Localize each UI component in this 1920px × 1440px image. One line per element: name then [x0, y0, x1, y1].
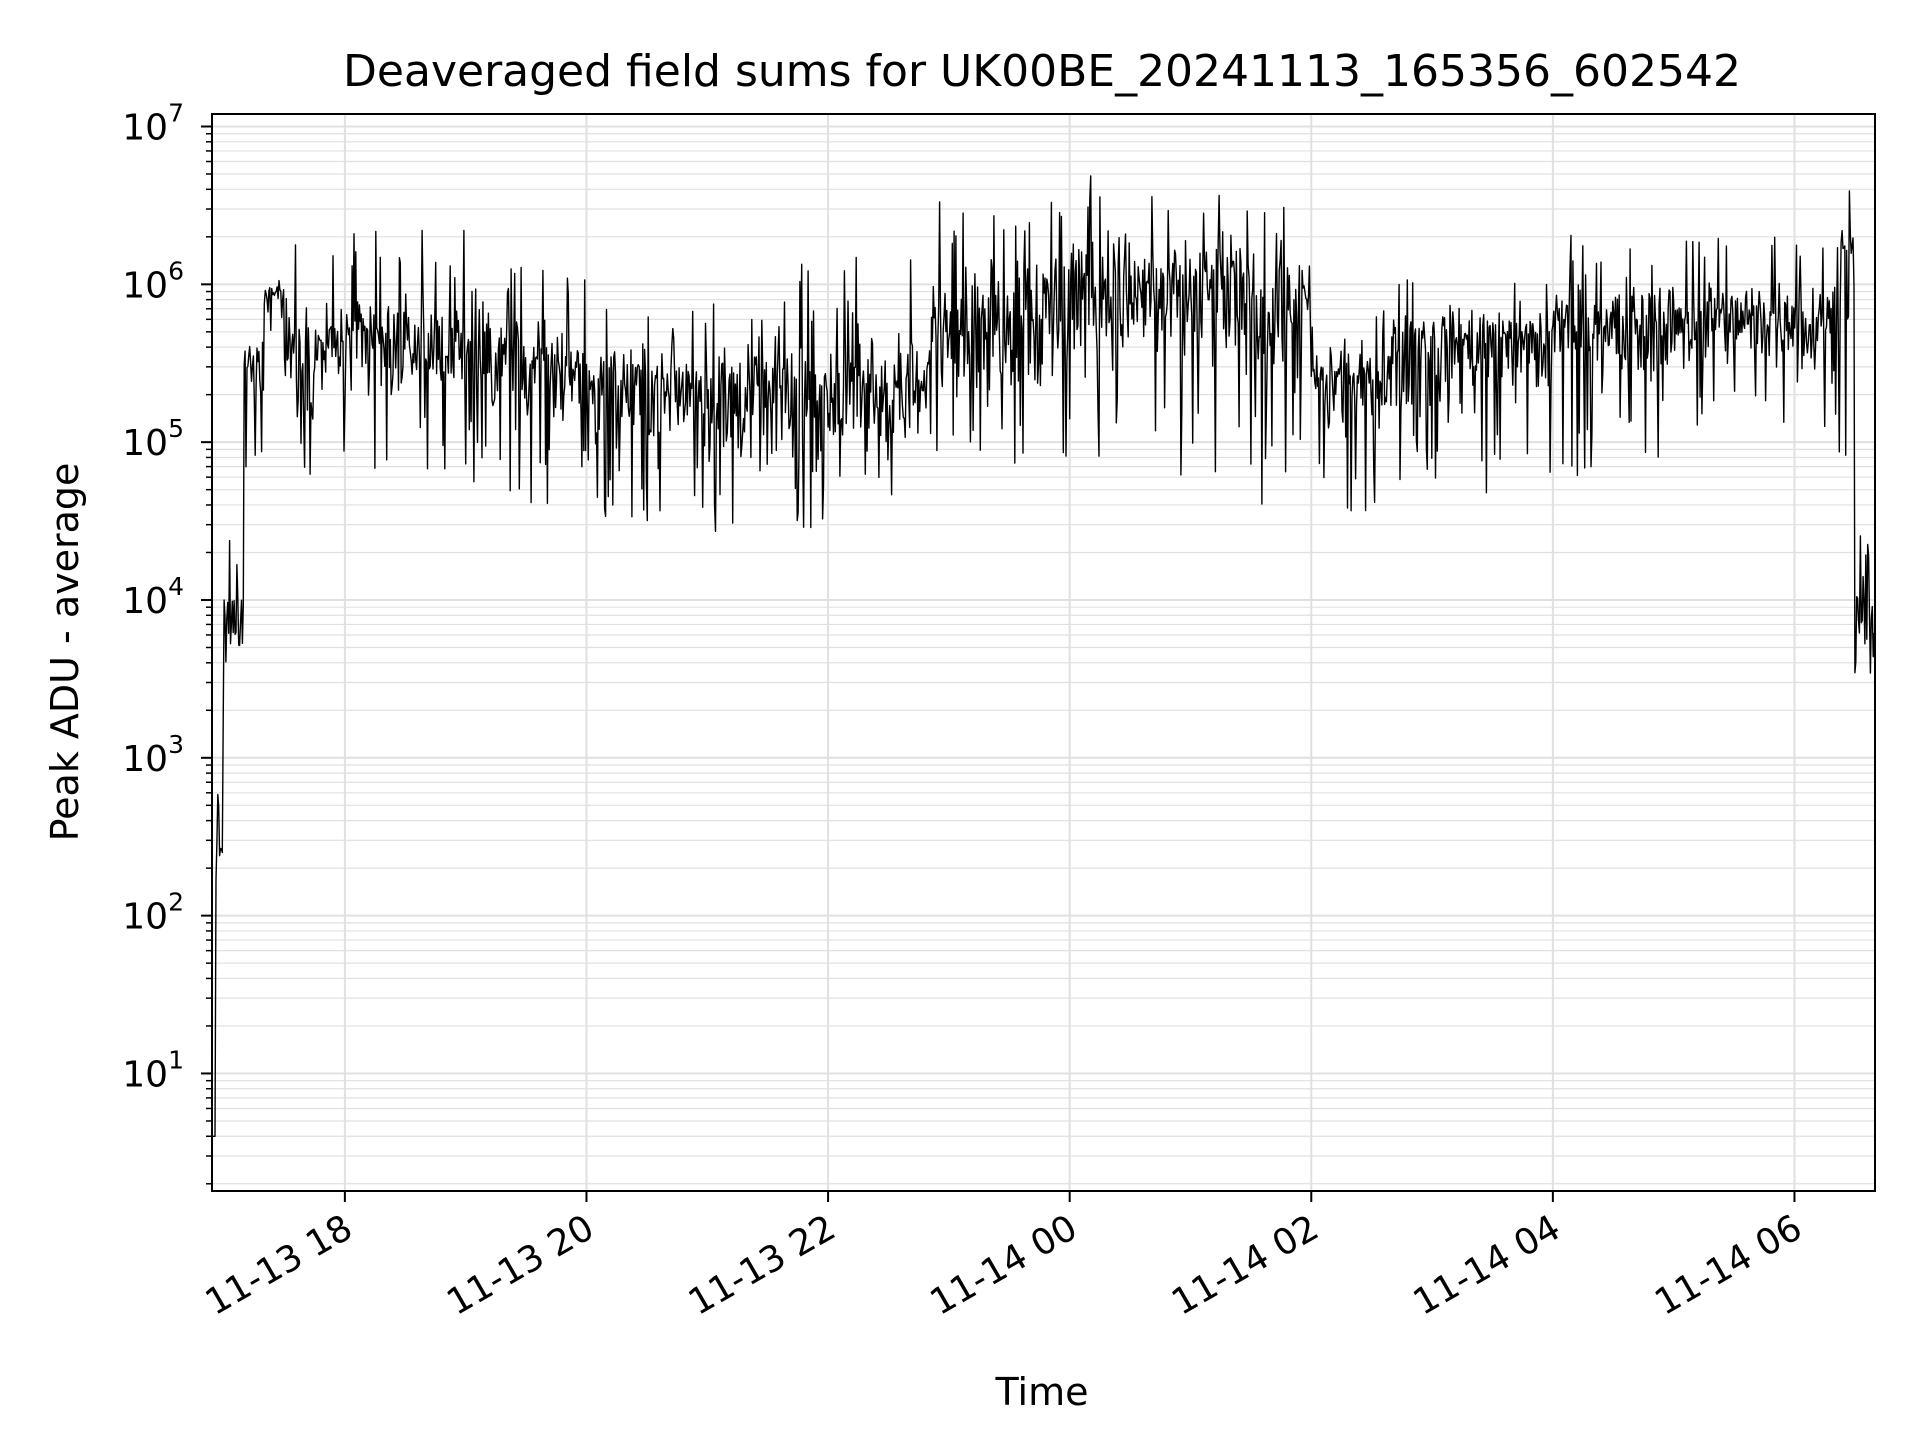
- y-tick-label: 103: [122, 730, 184, 780]
- y-tick-label: 104: [122, 572, 184, 622]
- x-tick-label: 11-14 04: [1407, 1207, 1568, 1323]
- series-layer: [212, 175, 1875, 1137]
- y-tick-label: 105: [122, 414, 184, 464]
- x-tick-label: 11-13 18: [199, 1207, 360, 1323]
- y-tick-label: 106: [122, 256, 184, 306]
- y-tick-label: 101: [122, 1045, 184, 1095]
- chart-title: Deaveraged field sums for UK00BE_2024111…: [343, 46, 1741, 97]
- y-axis-label: Peak ADU - average: [43, 463, 87, 842]
- x-tick-label: 11-14 00: [923, 1207, 1084, 1323]
- x-tick-label: 11-13 22: [682, 1207, 843, 1323]
- x-tick-label: 11-13 20: [440, 1207, 601, 1323]
- x-tick-label: 11-14 06: [1648, 1207, 1809, 1323]
- grid-layer: [212, 114, 1875, 1191]
- x-tick-label: 11-14 02: [1165, 1207, 1326, 1323]
- y-tick-label: 102: [122, 888, 184, 938]
- x-axis-label: Time: [995, 1370, 1089, 1414]
- y-tick-label: 107: [122, 98, 184, 148]
- plot-frame: [211, 113, 1876, 1192]
- series-line: [212, 175, 1875, 1137]
